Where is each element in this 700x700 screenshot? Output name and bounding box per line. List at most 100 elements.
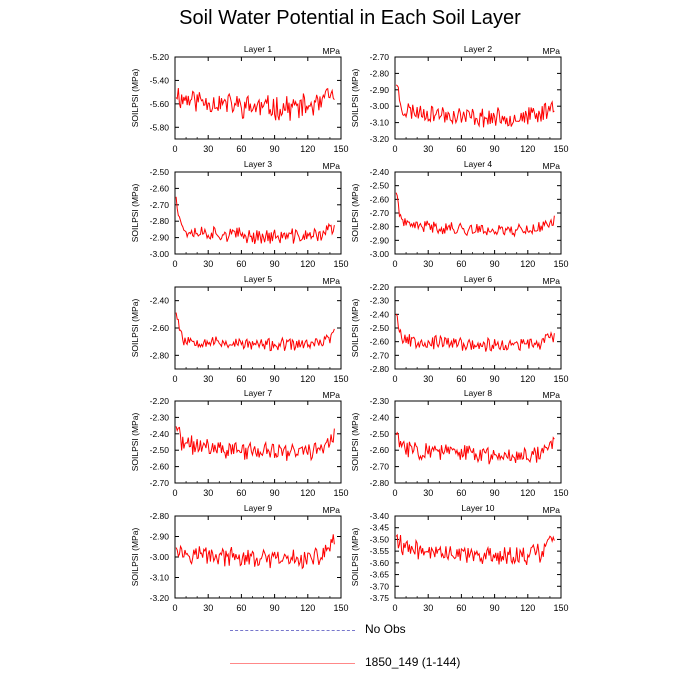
panel-units: MPa [323,390,341,400]
y-axis-label: SOILPSI (MPa) [130,69,140,128]
x-tick-label: 60 [456,374,466,384]
series-line-1850_149 [175,534,335,570]
layer-panel-10: Layer 10 MPa 0 30 60 90 120 150 -3.40 -3.45-3.50 -… [350,503,569,613]
y-tick-label: -3.00 [370,101,390,111]
y-tick-label: -2.30 [370,296,390,306]
plot-frame [174,286,342,370]
y-tick-label: -3.10 [150,573,170,583]
x-tick-label: 150 [333,603,348,613]
panel-title: Layer 7 [244,388,273,398]
y-tick-label: -2.60 [370,337,390,347]
x-tick-label: 90 [490,374,500,384]
layer-panel-5: Layer 5 MPa 0 30 60 90 120 150 -2.40 -2.60 -2.80 SO… [130,274,349,384]
y-tick-label: -3.65 [370,570,390,580]
x-tick-label: 0 [172,374,177,384]
y-tick-label: -3.20 [370,134,390,144]
x-tick-label: 0 [392,374,397,384]
y-tick-label: -2.30 [150,412,170,422]
plot-frame [394,171,562,255]
layer-panel-1: Layer 1 MPa 0 30 60 90 120 150 -5.20 -5.40 -5.60 -5… [130,44,349,154]
x-tick-label: 30 [423,488,433,498]
x-tick-label: 90 [270,259,280,269]
y-tick-label: -2.20 [370,282,390,292]
legend-label-no-obs: No Obs [365,622,406,636]
x-tick-label: 30 [423,603,433,613]
y-tick-label: -2.80 [370,68,390,78]
y-tick-label: -3.75 [370,593,390,603]
layer-panel-6: Layer 6 MPa 0 30 60 90 120 150 -2.20 -2.30 -2.40 -2… [350,274,569,384]
x-tick-label: 0 [172,603,177,613]
layer-panel-4: Layer 4 MPa 0 30 60 90 120 150 -2.40 -2.50 -2.60 -2… [350,159,569,269]
series-line-1850_149 [395,313,555,352]
panel-units: MPa [543,390,561,400]
series-line-1850_149 [175,426,335,462]
y-tick-label: -2.80 [150,216,170,226]
x-tick-label: 30 [203,374,213,384]
y-tick-label: -2.70 [150,200,170,210]
y-tick-label: -2.70 [370,462,390,472]
layer-panel-2: Layer 2 MPa 0 30 60 90 120 150 -2.70 -2.80 -2.90 -3… [350,44,569,154]
y-tick-label: -2.70 [370,52,390,62]
x-tick-label: 150 [333,374,348,384]
panel-title: Layer 4 [464,159,493,169]
y-tick-label: -3.50 [370,534,390,544]
x-tick-label: 150 [553,144,568,154]
x-tick-label: 150 [553,603,568,613]
y-axis-label: SOILPSI (MPa) [130,413,140,472]
panel-title: Layer 8 [464,388,493,398]
x-tick-label: 60 [236,144,246,154]
x-tick-label: 30 [203,259,213,269]
plot-frame [174,515,342,599]
legend-label-series: 1850_149 (1-144) [365,655,461,669]
series-line-1850_149 [175,87,335,121]
y-tick-label: -3.45 [370,523,390,533]
x-tick-label: 150 [333,144,348,154]
panel-units: MPa [543,161,561,171]
series-line-1850_149 [395,84,555,128]
x-tick-label: 120 [520,603,535,613]
y-axis-label: SOILPSI (MPa) [350,184,360,243]
panel-units: MPa [323,46,341,56]
plot-frame [174,56,342,140]
x-tick-label: 0 [172,144,177,154]
x-tick-label: 150 [553,259,568,269]
x-tick-label: 120 [300,374,315,384]
y-tick-label: -2.70 [370,208,390,218]
y-tick-label: -2.50 [150,445,170,455]
y-tick-label: -2.50 [370,429,390,439]
x-tick-label: 60 [456,259,466,269]
y-axis-label: SOILPSI (MPa) [350,528,360,587]
x-tick-label: 90 [270,488,280,498]
y-tick-label: -2.40 [370,309,390,319]
y-tick-label: -2.60 [150,183,170,193]
x-tick-label: 30 [423,374,433,384]
x-tick-label: 150 [553,374,568,384]
y-tick-label: -2.40 [150,296,170,306]
x-tick-label: 90 [270,603,280,613]
y-tick-label: -3.00 [150,249,170,259]
x-tick-label: 30 [203,144,213,154]
x-tick-label: 90 [270,374,280,384]
panel-units: MPa [543,505,561,515]
x-tick-label: 90 [490,144,500,154]
plot-frame [394,400,562,484]
y-tick-label: -3.00 [150,552,170,562]
y-tick-label: -2.80 [370,364,390,374]
x-tick-label: 0 [392,603,397,613]
x-tick-label: 120 [300,603,315,613]
panel-units: MPa [323,161,341,171]
panel-units: MPa [323,276,341,286]
x-tick-label: 120 [300,259,315,269]
layer-panel-9: Layer 9 MPa 0 30 60 90 120 150 -2.80 -2.90 -3.00 -3… [130,503,349,613]
series-line-1850_149 [395,533,555,566]
x-tick-label: 0 [392,144,397,154]
x-tick-label: 60 [236,259,246,269]
layer-panel-3: Layer 3 MPa 0 30 60 90 120 150 -2.50 -2.60 -2.70 -2… [130,159,349,269]
layer-panel-8: Layer 8 MPa 0 30 60 90 120 150 -2.30 -2.40 -2.50 -2… [350,388,569,498]
y-tick-label: -3.20 [150,593,170,603]
y-axis-label: SOILPSI (MPa) [130,184,140,243]
panel-title: Layer 3 [244,159,273,169]
y-tick-label: -2.80 [150,350,170,360]
x-tick-label: 30 [203,603,213,613]
